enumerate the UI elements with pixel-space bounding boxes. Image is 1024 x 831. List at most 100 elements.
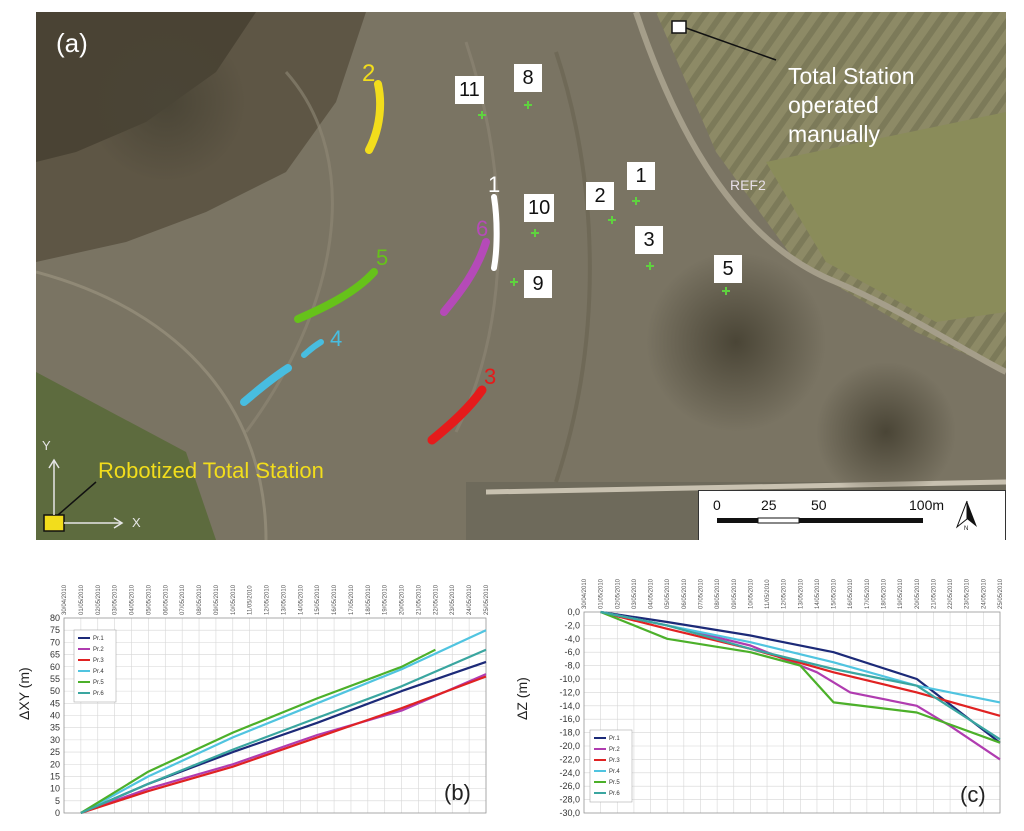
y-tick-label: -30,0 [559,808,580,818]
date-tick-label: 24/05/2010 [981,578,987,609]
chart-b: 30/04/2010 01/05/2010 02/05/2010 03/05/2010… [14,560,502,822]
legend-entry: Pr.1 [93,636,104,642]
y-tick-label: -4,0 [564,634,580,644]
date-tick-label: 25/05/2010 [484,584,490,615]
date-tick-label: 06/05/2010 [682,578,688,609]
date-tick-label: 06/05/2010 [163,584,169,615]
date-tick-label: 01/05/2010 [79,584,85,615]
legend-entry: Pr.5 [93,680,104,686]
scale-tick-0: 0 [713,497,721,513]
track-number-4: 4 [330,326,343,351]
series-line-pr5 [80,648,436,814]
date-tick-label: 22/05/2010 [948,578,954,609]
series-line-pr5 [600,610,1001,744]
point-label-2: 2 [586,182,614,210]
y-tick-label: 80 [50,613,60,623]
legend-entry: Pr.3 [93,658,104,664]
point-label-8: 8 [514,64,542,92]
date-tick-label: 11/05/2010 [248,585,254,615]
legend-box [589,729,633,803]
date-tick-label: 12/05/2010 [782,578,788,609]
y-tick-label: -16,0 [559,714,580,724]
date-tick-label: 01/05/2010 [599,578,605,609]
date-tick-label: 03/05/2010 [632,578,638,609]
y-tick-label: -18,0 [559,728,580,738]
chart-b-plot: 30/04/2010 01/05/2010 02/05/2010 03/05/2010… [50,584,490,818]
date-tick-label: 07/05/2010 [698,578,704,609]
legend-box [73,629,117,703]
y-tick-label: 75 [50,625,60,635]
date-tick-label: 21/05/2010 [416,584,422,615]
y-tick-label: 15 [50,771,60,781]
y-tick-label: 70 [50,637,60,647]
track-number-1: 1 [488,172,501,197]
date-tick-label: 23/05/2010 [965,578,971,609]
y-tick-label: 20 [50,759,60,769]
date-tick-label: 15/05/2010 [832,578,838,609]
plot-frame [583,611,1001,814]
date-tick-label: 14/05/2010 [815,578,821,609]
legend-entry: Pr.3 [609,758,620,764]
y-tick-label: -26,0 [559,781,580,791]
north-arrow-icon [955,500,977,529]
series-line-pr1 [600,610,1001,744]
y-tick-label: -12,0 [559,687,580,697]
date-tick-label: 30/04/2010 [62,584,68,615]
date-tick-label: 16/05/2010 [848,578,854,609]
date-tick-label: 05/05/2010 [146,584,152,615]
y-tick-label: 45 [50,698,60,708]
ref2-label: REF2 [730,177,766,193]
date-tick-label: 16/05/2010 [332,584,338,615]
scale-tick-50: 50 [811,497,827,513]
date-tick-label: 14/05/2010 [298,584,304,615]
y-tick-label: 65 [50,650,60,660]
manual-station-label: Total Station operated manually [788,62,915,149]
date-tick-label: 02/05/2010 [615,578,621,609]
date-tick-label: 20/05/2010 [400,584,406,615]
series-line-pr4 [80,629,487,814]
date-tick-label: 13/05/2010 [798,578,804,609]
date-tick-label: 11/05/2010 [765,579,771,609]
track-number-2: 2 [362,60,376,87]
date-tick-label: 19/05/2010 [898,578,904,609]
y-tick-label: 55 [50,674,60,684]
y-tick-label: -28,0 [559,795,580,805]
y-tick-label: 30 [50,735,60,745]
y-tick-label: -14,0 [559,701,580,711]
legend-entry: Pr.6 [609,791,620,797]
date-tick-label: 30/04/2010 [582,578,588,609]
scale-bar: 0 25 50 100m N [698,490,1006,540]
date-tick-label: 25/05/2010 [998,578,1004,609]
scale-tick-100: 100m [909,497,945,513]
date-tick-label: 08/05/2010 [715,578,721,609]
y-tick-label: 10 [50,784,60,794]
plot-frame [63,617,487,814]
date-tick-label: 05/05/2010 [665,578,671,609]
y-tick-label: -22,0 [559,754,580,764]
y-tick-label: 60 [50,662,60,672]
date-tick-label: 07/05/2010 [180,584,186,615]
manual-station-line-1: Total Station [788,63,915,89]
chart-b-panel-label: (b) [444,780,471,805]
y-tick-label: -2,0 [564,620,580,630]
date-tick-label: 17/05/2010 [349,584,355,615]
y-tick-label: 50 [50,686,60,696]
date-tick-label: 18/05/2010 [882,578,888,609]
series-line-pr2 [80,673,487,815]
date-tick-label: 19/05/2010 [383,584,389,615]
y-tick-label: -8,0 [564,661,580,671]
date-tick-label: 02/05/2010 [96,584,102,615]
chart-c-panel-label: (c) [960,782,986,807]
legend-entry: Pr.4 [609,769,620,775]
y-tick-label: 25 [50,747,60,757]
date-tick-label: 03/05/2010 [113,584,119,615]
date-tick-label: 13/05/2010 [281,584,287,615]
series-line-pr3 [80,675,487,815]
date-tick-label: 08/05/2010 [197,584,203,615]
date-tick-label: 20/05/2010 [915,578,921,609]
chart-b-ylabel: ΔXY (m) [16,667,32,720]
robotized-station-label: Robotized Total Station [98,458,324,483]
y-tick-label: -6,0 [564,647,580,657]
y-tick-label: -10,0 [559,674,580,684]
point-label-10: 10 [524,194,555,222]
